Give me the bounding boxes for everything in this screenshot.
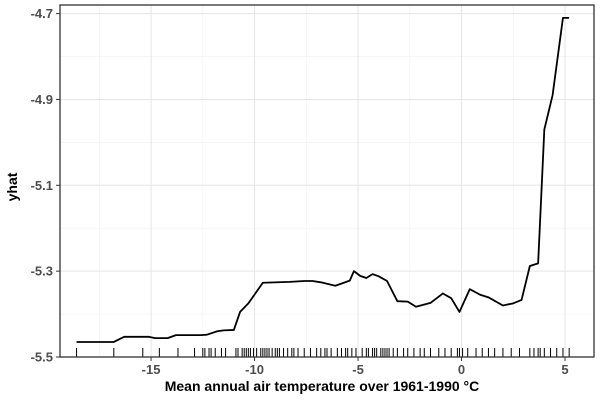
plot-panel-border — [59, 4, 595, 358]
y-tick-label: -4.7 — [31, 6, 53, 21]
y-tick-label: -5.3 — [31, 264, 53, 279]
y-tick-label: -5.5 — [31, 350, 53, 365]
x-tick-label: -5 — [352, 362, 364, 377]
series-layer — [76, 16, 570, 343]
x-tick-label: 0 — [458, 362, 465, 377]
x-tick-label: 5 — [561, 362, 568, 377]
major-gridlines — [60, 5, 594, 358]
x-tick-label: -15 — [142, 362, 161, 377]
y-tick-label: -5.1 — [31, 178, 53, 193]
x-axis-title: Mean annual air temperature over 1961-19… — [165, 378, 480, 394]
x-tick-label: -10 — [245, 362, 264, 377]
y-axis-ticks: -5.5 -5.3 -5.1 -4.9 -4.7 — [31, 6, 60, 365]
y-axis-title: yhat — [4, 172, 20, 201]
x-axis-ticks: -15 -10 -5 0 5 — [142, 357, 569, 377]
minor-gridlines — [60, 5, 594, 357]
y-tick-label: -4.9 — [31, 92, 53, 107]
rug-layer — [76, 348, 570, 357]
series-line — [76, 16, 570, 343]
